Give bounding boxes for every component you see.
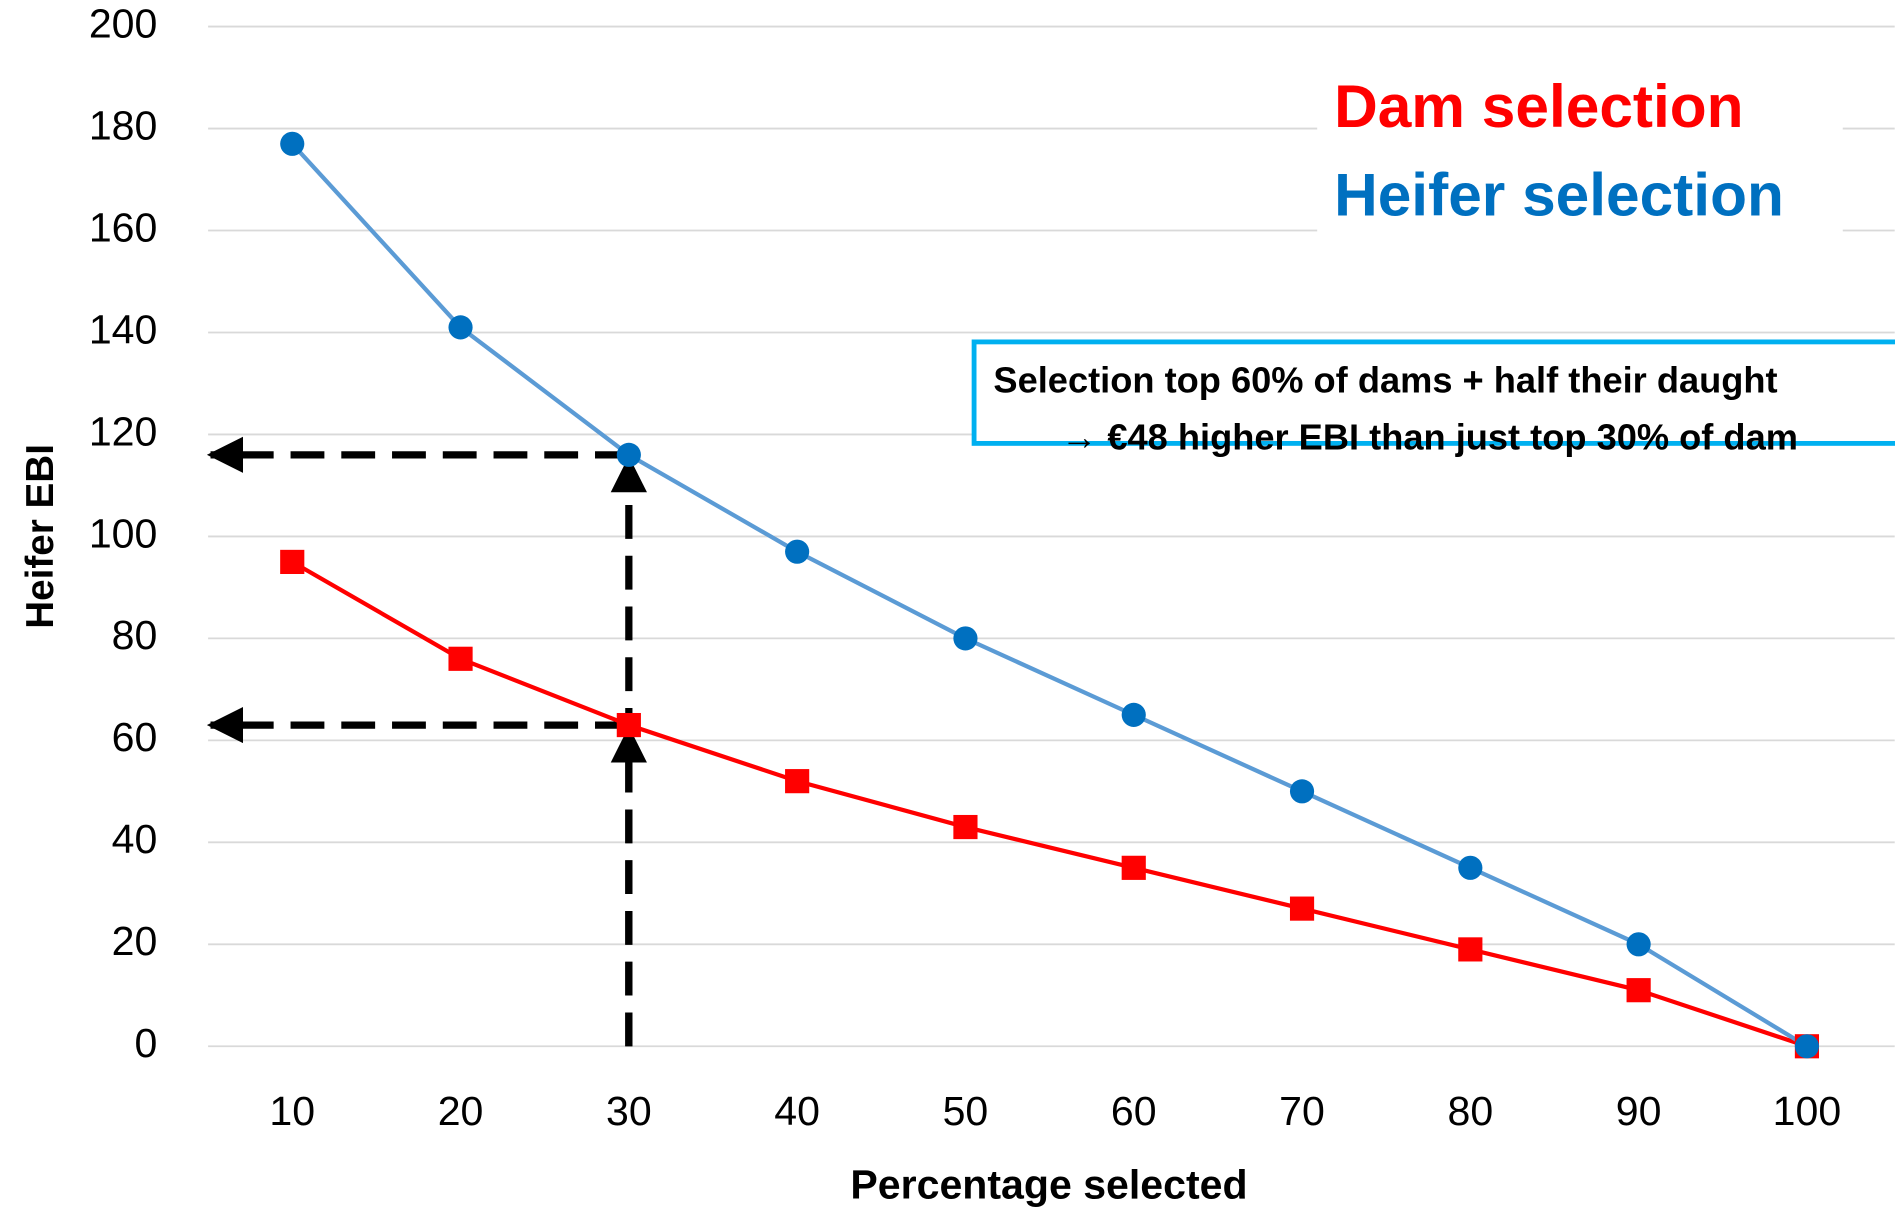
x-tick-label: 20 — [438, 1088, 484, 1134]
x-tick-label: 90 — [1616, 1088, 1662, 1134]
legend: Dam selection Heifer selection — [1317, 66, 1843, 239]
data-point — [1458, 937, 1483, 962]
data-point — [1289, 779, 1315, 804]
data-point — [953, 814, 978, 840]
data-point — [616, 712, 641, 738]
y-tick-label: 40 — [112, 816, 158, 862]
x-tick-label: 30 — [606, 1088, 652, 1134]
annotation-text: → €48 higher EBI than just top 30% of da… — [1061, 416, 1798, 457]
series-line — [290, 142, 1809, 1049]
y-tick-label: 200 — [89, 0, 158, 46]
x-tick-label: 70 — [1279, 1088, 1325, 1134]
x-tick-label: 80 — [1447, 1088, 1493, 1134]
data-point — [280, 131, 305, 156]
data-point — [785, 539, 810, 564]
legend-entry: Heifer selection — [1334, 160, 1784, 228]
data-point — [280, 549, 305, 575]
y-tick-label: 100 — [89, 510, 158, 556]
plot-area — [206, 131, 1820, 1059]
annotation-text: Selection top 60% of dams + half their d… — [993, 360, 1777, 401]
data-point — [1794, 1034, 1820, 1059]
data-point — [1458, 855, 1483, 880]
data-point — [448, 646, 473, 671]
y-tick-label: 180 — [89, 102, 158, 148]
annotation: Selection top 60% of dams + half their d… — [971, 339, 1895, 457]
y-tick-label: 60 — [112, 714, 158, 760]
annotation-box — [971, 339, 1895, 446]
x-tick-label: 10 — [269, 1088, 315, 1134]
x-tick-label: 100 — [1773, 1088, 1842, 1134]
y-tick-label: 140 — [89, 306, 158, 352]
data-point — [1121, 855, 1146, 880]
y-axis-label: Heifer EBI — [19, 444, 62, 629]
y-tick-label: 160 — [89, 204, 158, 250]
data-point — [1626, 978, 1651, 1003]
legend-entry: Dam selection — [1334, 72, 1743, 140]
data-point — [1626, 932, 1651, 957]
data-point — [785, 769, 810, 794]
data-point — [616, 442, 641, 467]
x-tick-label: 50 — [943, 1088, 989, 1134]
y-tick-label: 120 — [89, 408, 158, 454]
x-axis-label: Percentage selected — [850, 1161, 1247, 1207]
data-point — [448, 315, 473, 340]
series-line — [291, 560, 1808, 1049]
x-tick-label: 60 — [1111, 1088, 1157, 1134]
x-tick-label: 40 — [774, 1088, 820, 1134]
data-point — [953, 626, 978, 651]
data-point — [1289, 896, 1315, 921]
data-point — [1121, 702, 1146, 727]
y-tick-label: 0 — [135, 1020, 158, 1066]
legend-background — [1317, 66, 1843, 239]
y-tick-label: 80 — [112, 612, 158, 658]
y-tick-label: 20 — [112, 918, 158, 964]
